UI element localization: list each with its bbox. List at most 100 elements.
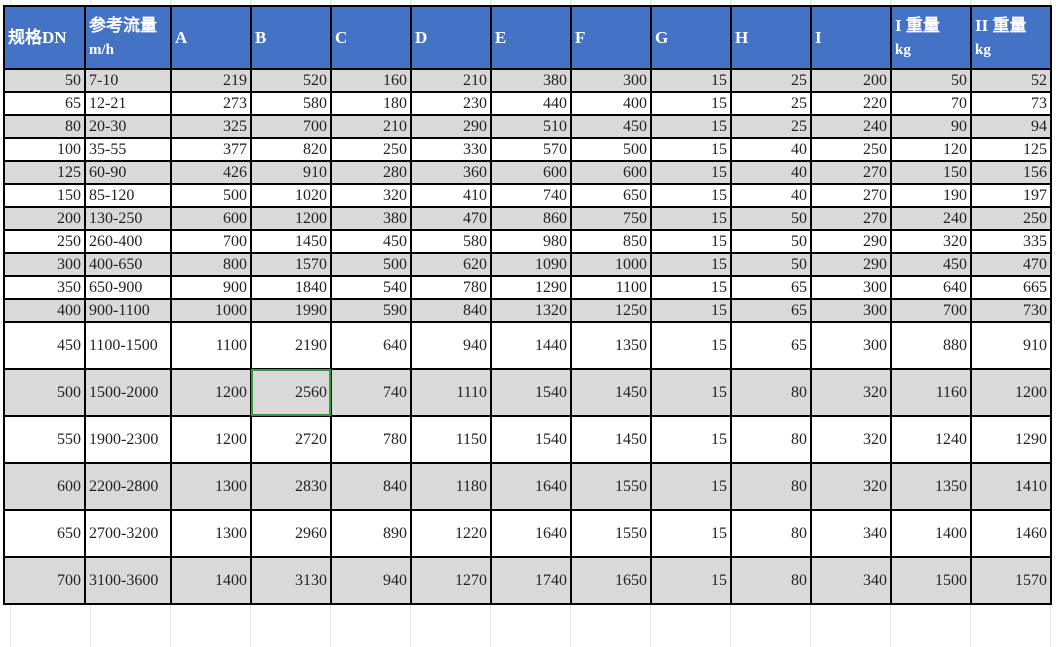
value-cell[interactable]: 280 bbox=[330, 160, 412, 185]
column-header[interactable]: A bbox=[170, 5, 252, 70]
column-header[interactable]: F bbox=[570, 5, 652, 70]
value-cell[interactable]: 450 bbox=[890, 252, 972, 277]
flow-cell[interactable]: 2700-3200 bbox=[84, 509, 172, 558]
value-cell[interactable]: 1450 bbox=[570, 415, 652, 464]
value-cell[interactable]: 2960 bbox=[250, 509, 332, 558]
value-cell[interactable]: 120 bbox=[890, 137, 972, 162]
value-cell[interactable]: 1540 bbox=[490, 415, 572, 464]
value-cell[interactable]: 2830 bbox=[250, 462, 332, 511]
value-cell[interactable]: 740 bbox=[490, 183, 572, 208]
value-cell[interactable]: 665 bbox=[970, 275, 1052, 300]
value-cell[interactable]: 1500 bbox=[890, 556, 972, 605]
value-cell[interactable]: 50 bbox=[730, 252, 812, 277]
value-cell[interactable]: 860 bbox=[490, 206, 572, 231]
value-cell[interactable]: 220 bbox=[810, 91, 892, 116]
value-cell[interactable]: 320 bbox=[810, 462, 892, 511]
value-cell[interactable]: 180 bbox=[330, 91, 412, 116]
value-cell[interactable]: 300 bbox=[570, 68, 652, 93]
flow-cell[interactable]: 60-90 bbox=[84, 160, 172, 185]
value-cell[interactable]: 640 bbox=[890, 275, 972, 300]
value-cell[interactable]: 1450 bbox=[250, 229, 332, 254]
value-cell[interactable]: 740 bbox=[330, 368, 412, 417]
value-cell[interactable]: 150 bbox=[890, 160, 972, 185]
value-cell[interactable]: 250 bbox=[970, 206, 1052, 231]
value-cell[interactable]: 780 bbox=[410, 275, 492, 300]
value-cell[interactable]: 1400 bbox=[890, 509, 972, 558]
flow-cell[interactable]: 1500-2000 bbox=[84, 368, 172, 417]
value-cell[interactable]: 80 bbox=[730, 462, 812, 511]
value-cell[interactable]: 94 bbox=[970, 114, 1052, 139]
value-cell[interactable]: 240 bbox=[810, 114, 892, 139]
dn-cell[interactable]: 350 bbox=[3, 275, 86, 300]
value-cell[interactable]: 470 bbox=[410, 206, 492, 231]
flow-cell[interactable]: 12-21 bbox=[84, 91, 172, 116]
value-cell[interactable]: 160 bbox=[330, 68, 412, 93]
value-cell[interactable]: 910 bbox=[250, 160, 332, 185]
value-cell[interactable]: 1540 bbox=[490, 368, 572, 417]
flow-cell[interactable]: 85-120 bbox=[84, 183, 172, 208]
column-header[interactable]: 规格DN bbox=[3, 5, 86, 70]
value-cell[interactable]: 325 bbox=[170, 114, 252, 139]
column-header[interactable]: II 重量 kg bbox=[970, 5, 1052, 70]
value-cell[interactable]: 1160 bbox=[890, 368, 972, 417]
value-cell[interactable]: 1460 bbox=[970, 509, 1052, 558]
value-cell[interactable]: 52 bbox=[970, 68, 1052, 93]
value-cell[interactable]: 1400 bbox=[170, 556, 252, 605]
column-header[interactable]: B bbox=[250, 5, 332, 70]
value-cell[interactable]: 2720 bbox=[250, 415, 332, 464]
value-cell[interactable]: 210 bbox=[330, 114, 412, 139]
value-cell[interactable]: 335 bbox=[970, 229, 1052, 254]
flow-cell[interactable]: 1900-2300 bbox=[84, 415, 172, 464]
value-cell[interactable]: 377 bbox=[170, 137, 252, 162]
flow-cell[interactable]: 35-55 bbox=[84, 137, 172, 162]
value-cell[interactable]: 500 bbox=[570, 137, 652, 162]
value-cell[interactable]: 1350 bbox=[570, 321, 652, 370]
value-cell[interactable]: 50 bbox=[890, 68, 972, 93]
value-cell[interactable]: 320 bbox=[810, 368, 892, 417]
value-cell[interactable]: 840 bbox=[330, 462, 412, 511]
value-cell[interactable]: 520 bbox=[250, 68, 332, 93]
value-cell[interactable]: 1740 bbox=[490, 556, 572, 605]
value-cell[interactable]: 580 bbox=[250, 91, 332, 116]
value-cell[interactable]: 880 bbox=[890, 321, 972, 370]
value-cell[interactable]: 600 bbox=[490, 160, 572, 185]
value-cell[interactable]: 1290 bbox=[490, 275, 572, 300]
value-cell[interactable]: 73 bbox=[970, 91, 1052, 116]
value-cell[interactable]: 1100 bbox=[170, 321, 252, 370]
value-cell[interactable]: 240 bbox=[890, 206, 972, 231]
value-cell[interactable]: 1640 bbox=[490, 462, 572, 511]
value-cell[interactable]: 940 bbox=[330, 556, 412, 605]
column-header[interactable]: C bbox=[330, 5, 412, 70]
value-cell[interactable]: 1650 bbox=[570, 556, 652, 605]
value-cell[interactable]: 3130 bbox=[250, 556, 332, 605]
value-cell[interactable]: 70 bbox=[890, 91, 972, 116]
value-cell[interactable]: 380 bbox=[490, 68, 572, 93]
value-cell[interactable]: 1640 bbox=[490, 509, 572, 558]
dn-cell[interactable]: 300 bbox=[3, 252, 86, 277]
value-cell[interactable]: 450 bbox=[330, 229, 412, 254]
flow-cell[interactable]: 650-900 bbox=[84, 275, 172, 300]
value-cell[interactable]: 15 bbox=[650, 68, 732, 93]
value-cell[interactable]: 1270 bbox=[410, 556, 492, 605]
value-cell[interactable]: 1000 bbox=[570, 252, 652, 277]
value-cell[interactable]: 640 bbox=[330, 321, 412, 370]
value-cell[interactable]: 800 bbox=[170, 252, 252, 277]
value-cell[interactable]: 65 bbox=[730, 275, 812, 300]
value-cell[interactable]: 15 bbox=[650, 415, 732, 464]
value-cell[interactable]: 1550 bbox=[570, 462, 652, 511]
value-cell[interactable]: 80 bbox=[730, 415, 812, 464]
value-cell[interactable]: 1240 bbox=[890, 415, 972, 464]
value-cell[interactable]: 1450 bbox=[570, 368, 652, 417]
value-cell[interactable]: 330 bbox=[410, 137, 492, 162]
flow-cell[interactable]: 130-250 bbox=[84, 206, 172, 231]
value-cell[interactable]: 65 bbox=[730, 321, 812, 370]
column-header[interactable]: E bbox=[490, 5, 572, 70]
value-cell[interactable]: 910 bbox=[970, 321, 1052, 370]
value-cell[interactable]: 50 bbox=[730, 229, 812, 254]
flow-cell[interactable]: 900-1100 bbox=[84, 298, 172, 323]
dn-cell[interactable]: 200 bbox=[3, 206, 86, 231]
value-cell[interactable]: 450 bbox=[570, 114, 652, 139]
value-cell[interactable]: 197 bbox=[970, 183, 1052, 208]
value-cell[interactable]: 50 bbox=[730, 206, 812, 231]
value-cell[interactable]: 1200 bbox=[970, 368, 1052, 417]
